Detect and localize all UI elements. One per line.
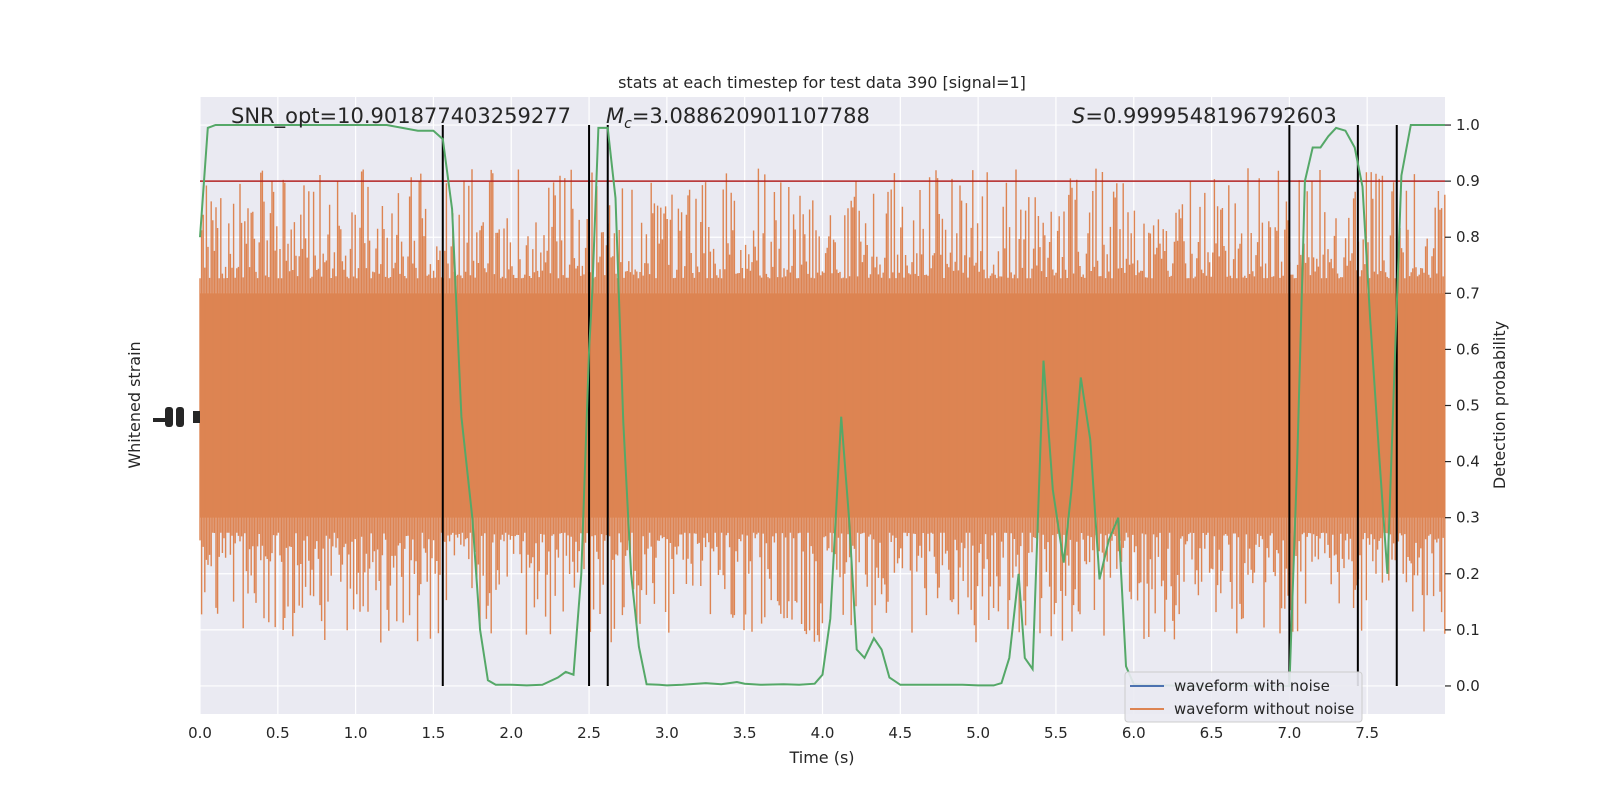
y-tick-label: 0.9	[1456, 172, 1480, 190]
x-tick-label: 4.0	[811, 724, 835, 742]
x-tick-label: 0.0	[188, 724, 212, 742]
y-tick-label: 0.8	[1456, 228, 1480, 246]
y-tick-label: 0.6	[1456, 340, 1480, 358]
y-right-axis-ticks: 0.0 0.1 0.2 0.3 0.4 0.5 0.6 0.7 0.8 0.9 1.0	[1445, 116, 1480, 695]
legend-label-no-noise: waveform without noise	[1174, 700, 1354, 718]
x-axis-label: Time (s)	[788, 748, 854, 767]
chart-title: stats at each timestep for test data 390…	[618, 73, 1026, 92]
strain-trace	[199, 168, 1446, 643]
y-tick-label: 0.0	[1456, 677, 1480, 695]
y-tick-label: 0.7	[1456, 284, 1480, 302]
x-tick-label: 7.0	[1277, 724, 1301, 742]
score-annotation: S=0.9999548196792603	[1072, 104, 1337, 128]
y-left-axis-label: Whitened strain	[125, 341, 144, 468]
x-tick-label: 3.5	[733, 724, 757, 742]
x-tick-label: 7.5	[1355, 724, 1379, 742]
x-tick-label: 6.0	[1122, 724, 1146, 742]
y-tick-label: 1.0	[1456, 116, 1480, 134]
x-axis-ticks: 0.0 0.5 1.0 1.5 2.0 2.5 3.0 3.5 4.0 4.5 5.0 5.5 6.0 6…	[188, 724, 1379, 742]
x-tick-label: 3.0	[655, 724, 679, 742]
x-tick-label: 6.5	[1200, 724, 1224, 742]
strain-spikes	[199, 168, 1446, 643]
chirp-mass-annotation: Mc=3.088620901107788	[606, 104, 870, 132]
legend: waveform with noise waveform without noi…	[1124, 671, 1363, 723]
x-tick-label: 1.5	[422, 724, 446, 742]
y-tick-label: 0.5	[1456, 397, 1480, 415]
legend-label-noise: waveform with noise	[1174, 677, 1330, 695]
x-tick-label: 1.0	[344, 724, 368, 742]
detection-probability-line	[199, 124, 1445, 687]
x-tick-label: 2.0	[499, 724, 523, 742]
y-tick-label: 0.4	[1456, 453, 1480, 471]
y-tick-label: 0.3	[1456, 509, 1480, 527]
vertical-markers	[441, 125, 1398, 686]
legend-box	[1124, 671, 1363, 723]
x-tick-label: 2.5	[577, 724, 601, 742]
y-tick-label: 0.2	[1456, 565, 1480, 583]
y-right-axis-label: Detection probability	[1490, 321, 1509, 489]
x-tick-label: 4.5	[888, 724, 912, 742]
snr-annotation: SNR_opt=10.901877403259277	[231, 104, 571, 129]
x-tick-label: 5.5	[1044, 724, 1068, 742]
y-tick-label: 0.1	[1456, 621, 1480, 639]
left-axis-tick-cluster	[153, 407, 200, 427]
x-tick-label: 0.5	[266, 724, 290, 742]
x-tick-label: 5.0	[966, 724, 990, 742]
